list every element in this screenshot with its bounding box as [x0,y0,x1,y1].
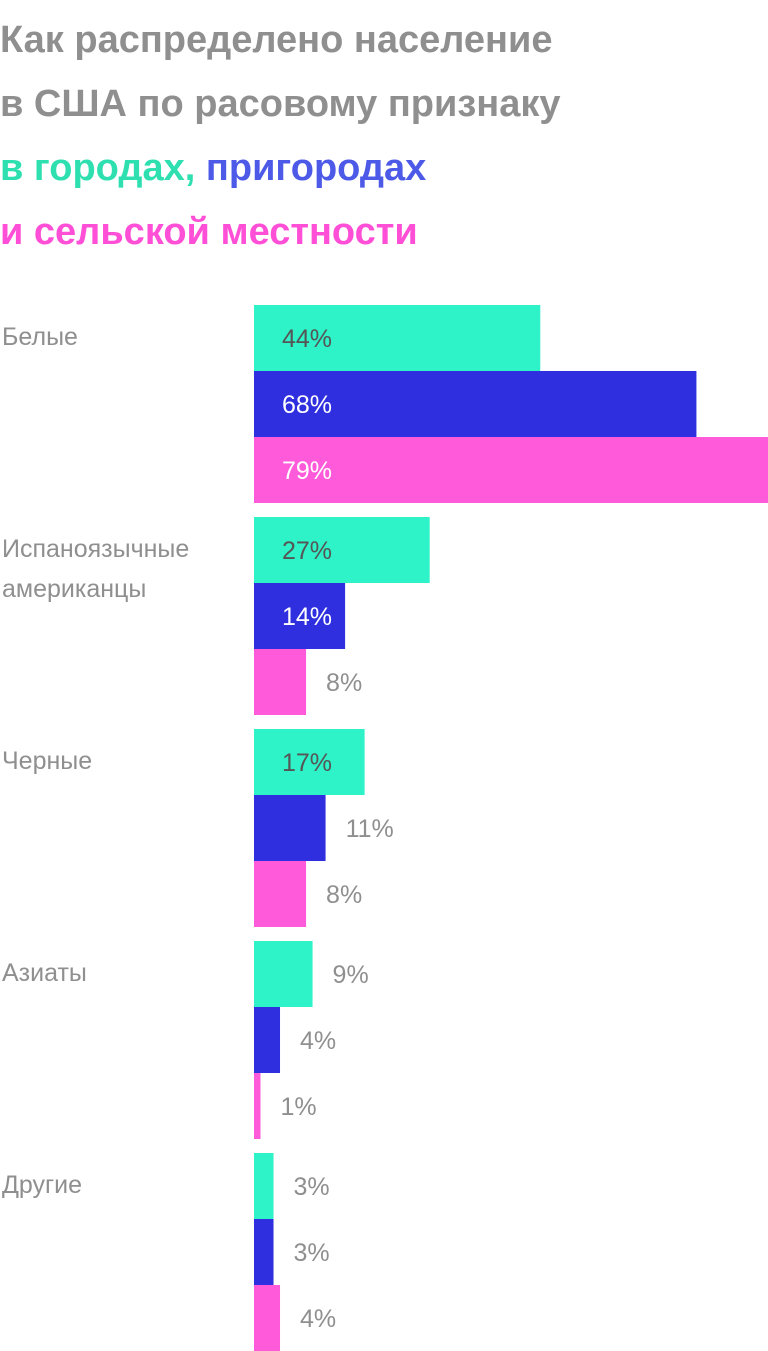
title-comma: , [184,147,206,189]
value-label: 3% [294,1173,330,1201]
category-label: Черные [2,747,92,775]
chart-title: Как распределено население в США по расо… [0,8,768,264]
value-label: 17% [282,749,332,777]
category-label: Белые [2,323,78,351]
bar-urban [254,517,430,583]
bar-urban [254,729,365,795]
bar-rural [254,1073,261,1139]
value-label: 79% [282,457,332,485]
title-line-2: в США по расовому признаку [0,83,561,125]
value-label: 68% [282,391,332,419]
bar-rural [254,437,768,503]
category-label: американцы [2,575,146,603]
bar-rural [254,649,307,715]
bar-suburban [254,1007,281,1073]
value-label: 4% [300,1305,336,1333]
bar-suburban [254,795,326,861]
value-label: 8% [326,881,362,909]
value-label: 11% [346,815,394,843]
value-label: 1% [281,1093,317,1121]
title-urban-legend: в городах [0,147,185,189]
title-suburban-legend: пригородах [205,147,427,189]
title-rural-legend: и сельской местности [0,211,418,253]
bar-suburban [254,1219,274,1285]
value-label: 9% [333,961,369,989]
bar-urban [254,1153,274,1219]
bar-suburban [254,371,697,437]
value-label: 44% [282,325,332,353]
value-label: 3% [294,1239,330,1267]
bar-rural [254,861,307,927]
bar-suburban [254,583,346,649]
bar-urban [254,941,313,1007]
category-label: Другие [2,1171,82,1199]
category-label: Испаноязычные [2,535,189,563]
title-line-1: Как распределено население [0,19,553,61]
category-label: Азиаты [2,959,87,987]
value-label: 27% [282,537,332,565]
value-label: 14% [282,603,332,631]
value-label: 8% [326,669,362,697]
value-label: 4% [300,1027,336,1055]
bar-rural [254,1285,281,1351]
bar-urban [254,305,541,371]
